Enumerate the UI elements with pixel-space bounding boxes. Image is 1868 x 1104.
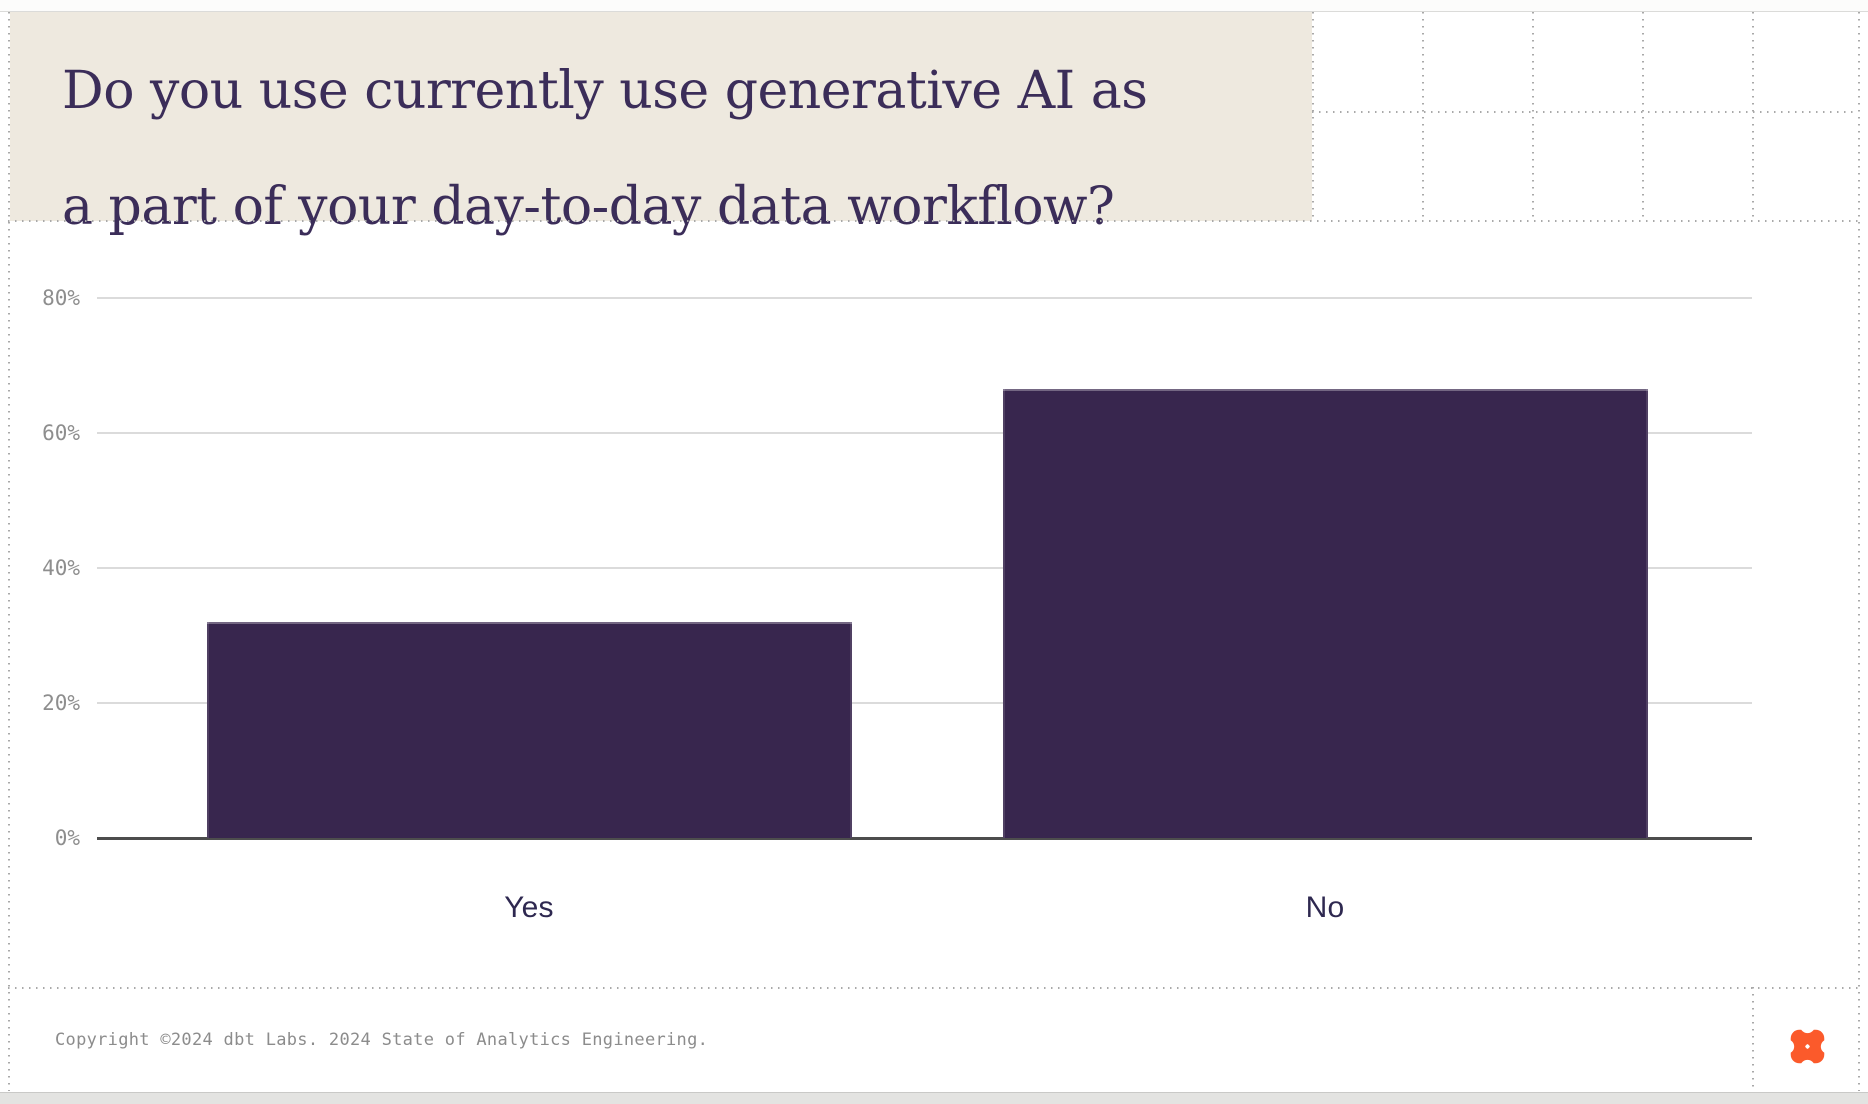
x-axis-baseline bbox=[97, 837, 1752, 840]
bottom-strip bbox=[0, 1092, 1868, 1104]
question-title-line2: a part of your day-to-day data workflow? bbox=[62, 177, 1115, 237]
dotted-guide-right-border bbox=[1858, 12, 1860, 1091]
category-label-no: No bbox=[1305, 891, 1345, 924]
y-gridline-20 bbox=[97, 702, 1752, 704]
y-tick-label-20: 20% bbox=[42, 691, 80, 715]
dotted-guide-chart-top bbox=[8, 220, 1860, 222]
y-gridline-60 bbox=[97, 432, 1752, 434]
dotted-guide-footer-top bbox=[8, 987, 1860, 989]
question-title: Do you use currently use generative AI a… bbox=[62, 61, 1148, 237]
y-tick-label-40: 40% bbox=[42, 556, 80, 580]
dotted-guide-column-4 bbox=[1642, 12, 1644, 221]
y-tick-label-60: 60% bbox=[42, 421, 80, 445]
category-label-yes: Yes bbox=[504, 891, 554, 924]
dotted-guide-left-border bbox=[8, 12, 10, 1091]
y-gridline-80 bbox=[97, 297, 1752, 299]
dotted-guide-column-1 bbox=[1312, 12, 1314, 221]
dotted-guide-column-3 bbox=[1532, 12, 1534, 221]
copyright-text: Copyright ©2024 dbt Labs. 2024 State of … bbox=[55, 1030, 709, 1050]
y-gridline-40 bbox=[97, 567, 1752, 569]
question-title-block: Do you use currently use generative AI a… bbox=[10, 12, 1312, 236]
bar-yes bbox=[206, 622, 852, 838]
dotted-guide-row-top bbox=[1312, 111, 1858, 113]
dotted-guide-column-5 bbox=[1752, 12, 1754, 221]
dotted-guide-footer-divider bbox=[1752, 987, 1754, 1091]
top-strip bbox=[0, 0, 1868, 12]
question-title-line1: Do you use currently use generative AI a… bbox=[62, 61, 1148, 121]
bar-no bbox=[1002, 389, 1648, 838]
y-tick-label-80: 80% bbox=[42, 286, 80, 310]
dbt-logo-icon bbox=[1779, 1018, 1836, 1075]
y-tick-label-0: 0% bbox=[54, 826, 80, 850]
dotted-guide-column-2 bbox=[1422, 12, 1424, 221]
